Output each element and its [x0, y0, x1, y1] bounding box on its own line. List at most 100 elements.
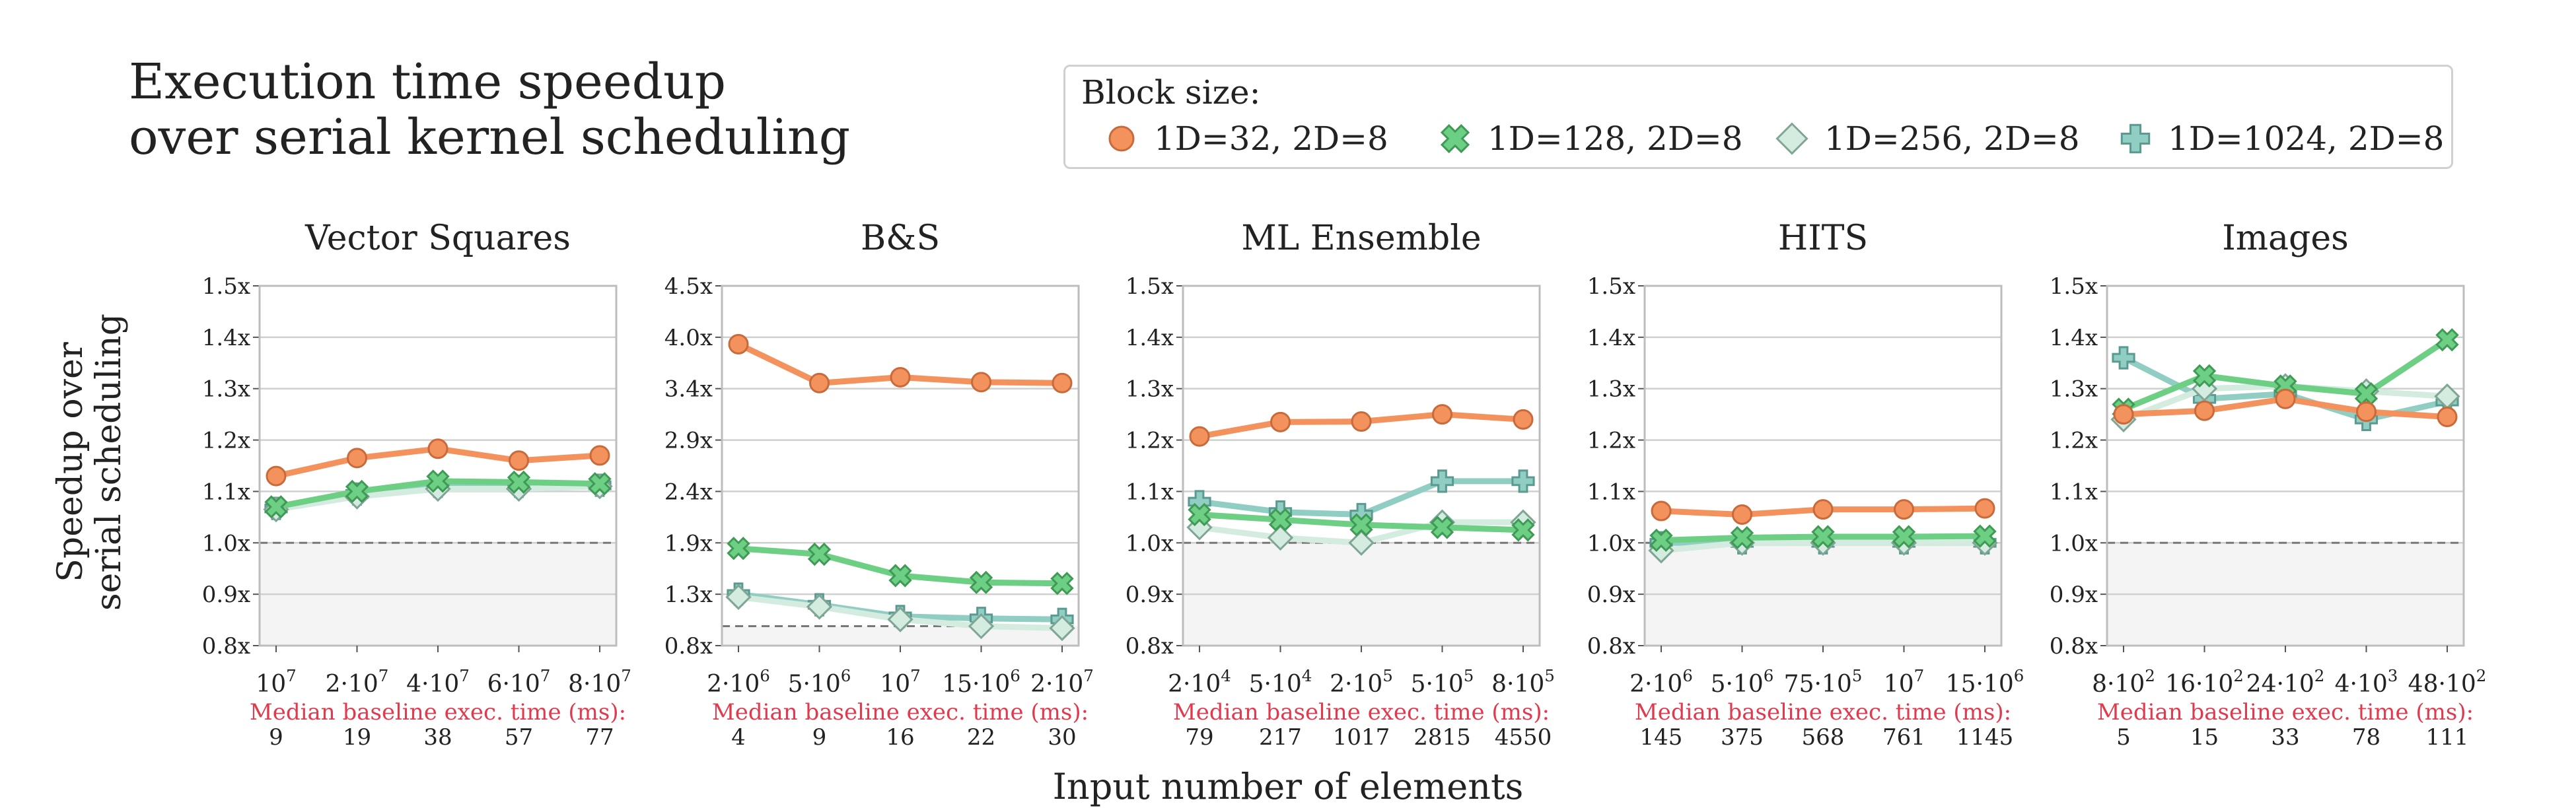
data-point — [2356, 401, 2377, 423]
y-tick-label: 1.0x — [2050, 530, 2098, 557]
baseline-label: Median baseline exec. time (ms): — [1173, 699, 1550, 726]
baseline-ms-value: 33 — [2271, 724, 2299, 751]
y-tick-label: 1.4x — [1126, 325, 1174, 351]
x-tick-label: 75·105 — [1784, 666, 1863, 698]
legend-marker — [2120, 123, 2151, 154]
x-tick-label: 8·107 — [568, 666, 631, 698]
diamond-marker-icon — [1775, 122, 1808, 155]
y-tick-label: 1.5x — [2050, 273, 2098, 300]
data-point — [1511, 469, 1535, 493]
data-point — [969, 570, 993, 594]
data-point — [1351, 411, 1372, 432]
figure-title-line-2: over serial kernel scheduling — [129, 109, 851, 166]
panel: HITS 0.8x 0.9x 1.0x 1.1x 1.2x 1.3x 1.4x 1.5x 2·10… — [1587, 219, 2024, 751]
x-tick-label: 2·105 — [1330, 666, 1393, 698]
x-tick-label: 48·102 — [2408, 666, 2487, 698]
y-tick-label: 0.8x — [2050, 633, 2098, 660]
data-point — [807, 542, 832, 566]
legend-marker — [1775, 122, 1808, 155]
legend-label: 1D=128, 2D=8 — [1487, 119, 1743, 158]
y-tick-label: 1.0x — [202, 530, 250, 557]
data-point — [1268, 508, 1293, 531]
baseline-ms-value: 375 — [1721, 724, 1764, 751]
panel-title: ML Ensemble — [1241, 219, 1481, 258]
data-point — [1349, 513, 1373, 537]
x-tick-label: 24·102 — [2246, 666, 2325, 698]
data-point — [2112, 346, 2135, 370]
data-point — [1430, 516, 1454, 539]
y-tick-label: 0.8x — [202, 633, 250, 660]
x-axis-label: Input number of elements — [1052, 766, 1524, 807]
y-tick-label: 1.2x — [1587, 428, 1635, 454]
y-tick-label: 1.3x — [202, 376, 250, 403]
y-tick-label: 1.2x — [202, 428, 250, 454]
baseline-ms-value: 9 — [812, 724, 827, 751]
data-point — [1270, 411, 1291, 432]
data-point — [2435, 328, 2459, 352]
baseline-ms-value: 15 — [2190, 724, 2219, 751]
data-point — [1049, 615, 1075, 642]
baseline-ms-value: 5 — [2116, 724, 2131, 751]
panel: B&S 0.8x 1.3x 1.9x 2.4x 2.9x 3.4x 4.0x 4.5x 2·106… — [664, 219, 1094, 751]
y-tick-label: 1.3x — [1126, 376, 1174, 403]
x-tick-label: 8·102 — [2092, 666, 2155, 698]
data-point — [1050, 572, 1074, 595]
baseline-ms-value: 16 — [886, 724, 914, 751]
y-tick-label: 1.4x — [1587, 325, 1635, 351]
baseline-ms-value: 145 — [1640, 724, 1683, 751]
data-point — [1732, 504, 1752, 525]
baseline-ms-value: 1145 — [1956, 724, 2014, 751]
x-marker-icon — [1440, 123, 1470, 154]
y-tick-label: 0.9x — [1126, 582, 1174, 608]
y-tick-label: 4.5x — [664, 273, 713, 300]
data-point — [2113, 404, 2134, 425]
data-point — [1432, 404, 1452, 425]
baseline-ms-value: 568 — [1802, 724, 1845, 751]
y-tick-label: 1.1x — [1126, 479, 1174, 505]
data-point — [588, 472, 612, 496]
x-tick-label: 4·107 — [406, 666, 470, 698]
y-tick-label: 1.4x — [202, 325, 250, 351]
data-point — [347, 448, 367, 469]
y-tick-label: 1.1x — [2050, 479, 2098, 505]
panel: Images 0.8x 0.9x 1.0x 1.1x 1.2x 1.3x 1.4x 1.5x 8·… — [2050, 219, 2487, 751]
y-tick-label: 0.9x — [202, 582, 250, 608]
baseline-ms-value: 30 — [1048, 724, 1076, 751]
y-tick-label: 1.2x — [1126, 428, 1174, 454]
data-point — [345, 479, 369, 504]
figure-title-line-1: Execution time speedup — [129, 53, 727, 110]
data-point — [427, 438, 448, 459]
y-tick-label: 1.5x — [1126, 273, 1174, 300]
data-point — [1348, 529, 1375, 556]
baseline-ms-value: 1017 — [1333, 724, 1390, 751]
baseline-ms-value: 78 — [2352, 724, 2380, 751]
data-point — [1188, 502, 1211, 527]
x-tick-label: 8·105 — [1491, 666, 1555, 698]
panel-title: HITS — [1778, 219, 1868, 258]
x-tick-label: 5·104 — [1249, 666, 1312, 698]
x-tick-label: 6·107 — [487, 666, 551, 698]
y-tick-label: 1.2x — [2050, 428, 2098, 454]
y-tick-label: 0.8x — [1587, 633, 1635, 660]
data-point — [1892, 525, 1916, 549]
legend-label: 1D=256, 2D=8 — [1824, 119, 2080, 158]
panel: Vector Squares 0.8x 0.9x 1.0x 1.1x 1.2x 1.3x 1.… — [202, 219, 631, 751]
legend-item-1024: 1D=1024, 2D=8 — [2112, 116, 2444, 162]
data-point — [1649, 528, 1673, 553]
data-point — [1267, 524, 1294, 551]
y-tick-label: 1.5x — [202, 273, 250, 300]
data-point — [1189, 426, 1210, 447]
y-tick-label: 0.9x — [1587, 582, 1635, 608]
x-tick-label: 107 — [256, 666, 296, 698]
data-point — [1052, 372, 1073, 393]
plus-marker-icon — [2120, 123, 2151, 154]
data-point — [2194, 400, 2215, 421]
data-point — [2275, 388, 2296, 409]
y-tick-label: 3.4x — [664, 376, 713, 403]
x-tick-label: 2·106 — [707, 666, 770, 698]
data-point — [1812, 499, 1834, 520]
y-tick-label: 1.9x — [664, 530, 713, 557]
x-tick-label: 107 — [1884, 666, 1924, 698]
y-tick-label: 1.3x — [664, 582, 713, 608]
